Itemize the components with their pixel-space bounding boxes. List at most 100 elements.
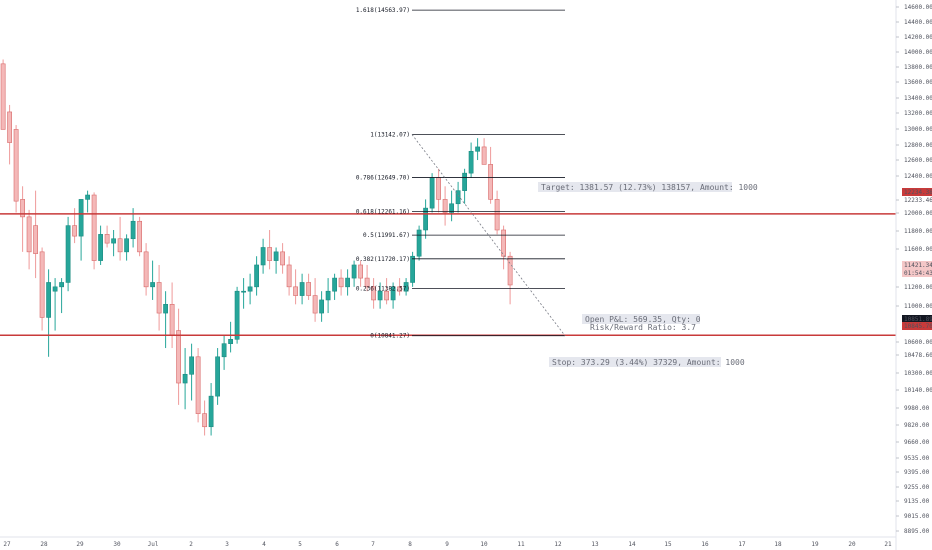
candle-body: [494, 199, 500, 231]
time-tick-label: 19: [811, 541, 819, 548]
candle-34: [221, 334, 227, 370]
candle-body: [33, 225, 38, 254]
price-tick-label: 9980.00: [904, 405, 930, 412]
candle-49: [319, 291, 324, 322]
candle-body: [410, 255, 415, 283]
price-tick-label: 12800.00: [904, 142, 932, 149]
candle-7: [46, 269, 51, 357]
time-tick-label: 29: [76, 541, 84, 548]
candle-body: [46, 282, 51, 318]
candle-body: [397, 286, 402, 292]
price-axis[interactable]: 14600.00 14400.00 14200.00 14000.00 13800.00…: [896, 4, 932, 535]
candle-25: [163, 291, 168, 349]
time-tick-label: 27: [3, 541, 11, 548]
price-tick-label: 14000.00: [904, 49, 932, 56]
candle-65: [423, 199, 428, 239]
candle-19: [124, 234, 129, 261]
candle-47: [306, 273, 311, 300]
time-tick-label: 21: [884, 541, 892, 548]
fib-level-label: 0.382(11720.17): [356, 256, 410, 263]
candle-body: [234, 290, 240, 340]
candle-50: [325, 278, 331, 314]
time-tick-label: 6: [335, 541, 339, 548]
candle-55: [358, 260, 363, 287]
risk-reward-label: Risk/Reward Ratio: 3.7: [590, 323, 696, 332]
price-badge: 11421.34: [902, 261, 932, 269]
candle-32: [208, 383, 214, 436]
candle-21: [137, 216, 142, 257]
candle-body: [501, 229, 506, 257]
candle-body: [241, 290, 246, 293]
price-badge: 12234.38: [902, 188, 932, 196]
candle-44: [286, 256, 292, 296]
candle-3: [20, 186, 25, 252]
candle-body: [306, 282, 311, 296]
candle-5: [33, 190, 38, 279]
price-tick-label: 9135.00: [904, 498, 930, 505]
candle-body: [273, 251, 279, 261]
candle-body: [338, 277, 344, 288]
price-badge-label: 01:54:43: [904, 270, 932, 277]
fib-level-label: 0.618(12261.16): [356, 209, 410, 216]
candle-2: [13, 125, 19, 213]
candle-76: [494, 190, 500, 235]
candle-body: [169, 304, 175, 336]
price-tick-label: 11200.00: [904, 284, 932, 291]
candle-body: [208, 395, 214, 428]
candle-75: [488, 146, 493, 204]
candle-10: [65, 216, 71, 292]
candle-42: [273, 247, 279, 274]
candle-body: [221, 343, 227, 358]
candle-body: [351, 264, 357, 279]
time-tick-label: 2: [189, 541, 193, 548]
candle-40: [260, 238, 266, 274]
fib-level-label: 1.618(14563.97): [356, 7, 410, 14]
candle-body: [254, 264, 259, 288]
fib-level-label: 0.786(12649.70): [356, 175, 410, 182]
candle-41: [267, 229, 272, 270]
candle-64: [416, 225, 422, 261]
candle-15: [98, 225, 103, 265]
price-tick-label: 11000.00: [904, 303, 932, 310]
candle-body: [403, 282, 409, 292]
candle-36: [234, 286, 240, 344]
candle-body: [384, 290, 389, 301]
candle-72: [468, 142, 474, 178]
time-tick-label: 13: [591, 541, 599, 548]
candle-body: [429, 177, 435, 209]
time-tick-label: 11: [517, 541, 525, 548]
price-tick-label: 10300.00: [904, 370, 932, 377]
candle-62: [403, 278, 409, 296]
candle-31: [202, 400, 207, 436]
candle-body: [468, 150, 474, 174]
candle-35: [228, 321, 233, 353]
candle-body: [215, 356, 220, 397]
candle-48: [312, 278, 318, 322]
candle-body: [358, 264, 363, 279]
price-tick-label: 13800.00: [904, 64, 932, 71]
time-tick-label: 5: [298, 541, 302, 548]
candle-body: [117, 238, 123, 253]
time-axis[interactable]: 27 28 29 30 Jul 2 3 4 5 6 7 8 9 10 11 12 13 14 15 16 17 18 19 2…: [3, 541, 892, 548]
candle-22: [143, 243, 149, 296]
candle-body: [85, 194, 90, 200]
target-label-text: Target: 1381.57 (12.73%) 138157, Amount:…: [541, 183, 758, 192]
candle-23: [150, 260, 155, 300]
candle-45: [293, 269, 298, 305]
price-tick-label: 9535.00: [904, 455, 930, 462]
candle-56: [364, 264, 370, 292]
price-badge: 10845.70: [902, 322, 932, 330]
price-badge-bg: [902, 315, 932, 323]
open-pl-label: Open P&L: 569.35, Qty: 0: [582, 314, 701, 324]
candle-body: [13, 129, 19, 202]
candle-body: [293, 286, 298, 296]
price-tick-label: 14600.00: [904, 4, 932, 11]
price-badge-bg: [902, 322, 932, 330]
fibonacci-layer[interactable]: 1.618(14563.97) 1(13142.07) 0.786(12649.70…: [356, 7, 566, 340]
fib-level-label: 1(13142.07): [370, 131, 410, 138]
time-tick-label: 8: [408, 541, 412, 548]
candle-body: [390, 286, 396, 301]
candle-body: [111, 238, 116, 244]
